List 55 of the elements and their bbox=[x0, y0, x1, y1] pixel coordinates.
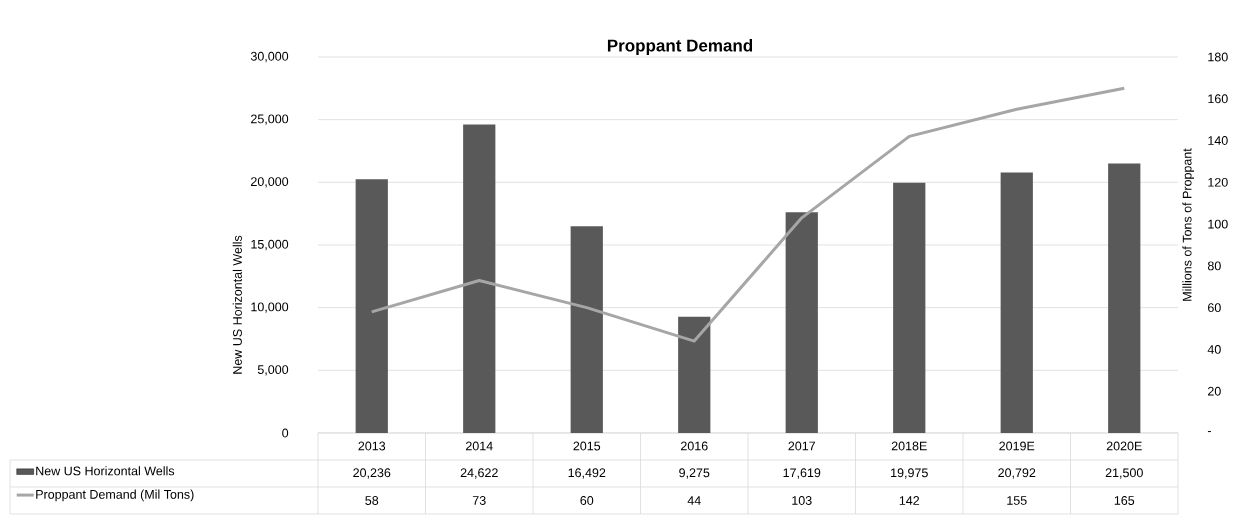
x-tick-label: 2019E bbox=[999, 441, 1035, 451]
line-series bbox=[370, 86, 1126, 343]
y2-tick-label: 180 bbox=[1208, 52, 1228, 62]
data-label: 17,619 bbox=[783, 468, 821, 479]
y-tick-label: 20,000 bbox=[251, 177, 289, 188]
x-tick-label: 2013 bbox=[358, 441, 386, 451]
data-label: 165 bbox=[1114, 496, 1135, 505]
y2-tick-label: 80 bbox=[1207, 261, 1221, 271]
bar bbox=[570, 226, 603, 433]
bar bbox=[1108, 163, 1141, 433]
y-tick-label: 15,000 bbox=[251, 239, 289, 251]
data-label: 58 bbox=[365, 496, 379, 505]
x-tick-label: 2015 bbox=[573, 441, 601, 451]
y2-tick-label: 40 bbox=[1207, 345, 1221, 354]
data-label: 21,500 bbox=[1105, 468, 1143, 479]
y-tick-label: 25,000 bbox=[251, 114, 289, 125]
y-tick-label: 10,000 bbox=[251, 302, 289, 313]
y2-tick-label: 140 bbox=[1208, 136, 1228, 145]
x-tick-label: 2014 bbox=[465, 441, 493, 451]
y-tick-label: 30,000 bbox=[250, 51, 289, 63]
bar bbox=[893, 182, 926, 433]
y-tick-label: 0 bbox=[282, 428, 289, 438]
data-label: 155 bbox=[1007, 496, 1027, 505]
data-label: 19,975 bbox=[891, 468, 928, 479]
data-label: 73 bbox=[472, 496, 486, 505]
bar bbox=[463, 124, 496, 433]
y2-tick-label: 60 bbox=[1208, 303, 1221, 313]
x-tick-label: 2020E bbox=[1106, 441, 1142, 451]
legend-label: Proppant Demand (Mil Tons) bbox=[36, 489, 194, 502]
y2-tick-label: - bbox=[1207, 431, 1211, 433]
y2-tick-label: 120 bbox=[1208, 177, 1228, 187]
data-label: 142 bbox=[899, 496, 920, 505]
x-tick-label: 2017 bbox=[788, 441, 816, 451]
bar bbox=[785, 212, 818, 433]
y2-tick-label: 160 bbox=[1208, 94, 1228, 104]
y2-tick-label: 100 bbox=[1208, 219, 1228, 229]
legend-label: New US Horizontal Wells bbox=[36, 466, 175, 476]
data-label: 44 bbox=[687, 496, 701, 505]
bar bbox=[678, 316, 711, 433]
y-axis-title: New US Horizontal Wells bbox=[232, 235, 242, 374]
data-label: 24,622 bbox=[460, 468, 498, 479]
y2-tick-label: 20 bbox=[1208, 386, 1221, 396]
y-tick-label: 5,000 bbox=[257, 365, 289, 376]
data-label: 20,792 bbox=[998, 468, 1036, 479]
x-tick-label: 2018E bbox=[891, 441, 927, 451]
data-label: 16,492 bbox=[568, 468, 606, 479]
data-label: 20,236 bbox=[353, 468, 391, 479]
data-label: 103 bbox=[792, 496, 812, 505]
chart-title: Proppant Demand bbox=[607, 39, 753, 55]
bar bbox=[1000, 172, 1033, 433]
data-label: 9,275 bbox=[679, 468, 710, 479]
y2-axis-title: Millions of Tons of Proppant bbox=[1182, 148, 1195, 301]
data-label: 60 bbox=[580, 496, 594, 505]
x-tick-label: 2016 bbox=[680, 441, 708, 451]
bar bbox=[355, 179, 388, 433]
